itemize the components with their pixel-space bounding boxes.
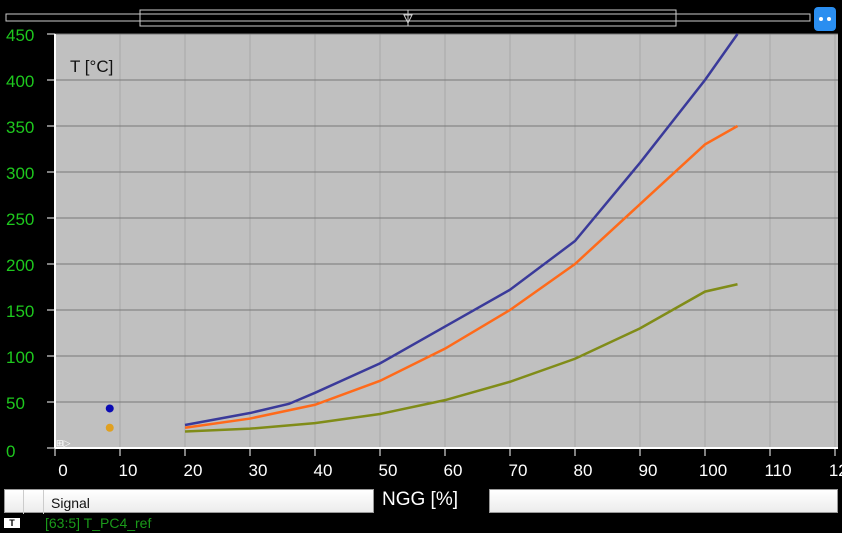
x-tick-label: 60 bbox=[444, 461, 463, 480]
y-tick-label: 200 bbox=[6, 256, 34, 275]
legend-header-label: Signal bbox=[51, 495, 90, 511]
signal-name: [63:5] T_PC4_ref bbox=[45, 515, 152, 531]
y-tick-label: 350 bbox=[6, 118, 34, 137]
signal-type-icon: T bbox=[4, 518, 20, 528]
x-tick-label: 0 bbox=[58, 461, 67, 480]
y-tick-label: 150 bbox=[6, 302, 34, 321]
y-tick-label: 450 bbox=[6, 26, 34, 45]
x-tick-label: 50 bbox=[379, 461, 398, 480]
axis-badge-icon: ⊞▷ bbox=[56, 438, 71, 448]
x-tick-label: 120 bbox=[829, 461, 842, 480]
dots-button-icon[interactable] bbox=[814, 7, 836, 31]
series-line-2 bbox=[184, 124, 739, 429]
y-axis-label: T [°C] bbox=[70, 57, 113, 76]
x-tick-label: 110 bbox=[764, 461, 791, 480]
plot-area bbox=[55, 34, 838, 448]
x-tick-label: 100 bbox=[699, 461, 727, 480]
y-tick-label: 50 bbox=[6, 394, 25, 413]
legend-header-rest bbox=[489, 489, 838, 513]
x-tick-label: 20 bbox=[184, 461, 203, 480]
y-tick-label: 0 bbox=[6, 442, 15, 461]
scroll-marker-icon bbox=[403, 10, 413, 26]
y-tick-label: 300 bbox=[6, 164, 34, 183]
x-tick-label: 10 bbox=[119, 461, 138, 480]
legend-row[interactable]: T [63:5] T_PC4_ref bbox=[0, 515, 842, 533]
marker-2 bbox=[105, 423, 114, 432]
y-tick-label: 100 bbox=[6, 348, 34, 367]
y-tick-label: 400 bbox=[6, 72, 34, 91]
y-tick-label: 250 bbox=[6, 210, 34, 229]
x-axis-label: NGG [%] bbox=[382, 489, 459, 510]
x-tick-label: 80 bbox=[574, 461, 593, 480]
x-tick-label: 40 bbox=[314, 461, 333, 480]
legend-header: Signal bbox=[4, 489, 374, 514]
x-tick-label: 30 bbox=[249, 461, 268, 480]
x-tick-label: 90 bbox=[639, 461, 658, 480]
series-line-1 bbox=[184, 33, 739, 427]
marker-1 bbox=[105, 404, 114, 413]
series-line-3 bbox=[184, 283, 738, 433]
x-tick-label: 70 bbox=[509, 461, 528, 480]
